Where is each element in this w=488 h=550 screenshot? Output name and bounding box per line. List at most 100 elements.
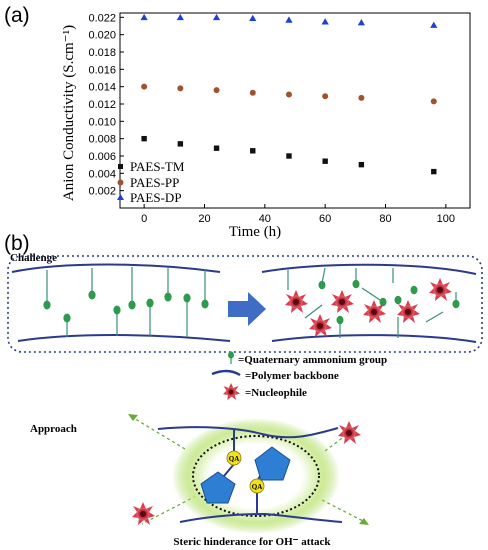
degraded-polymer	[261, 263, 477, 343]
data-point-paes-pp	[141, 83, 148, 90]
polymer-backbone-top	[11, 263, 221, 273]
y-tick-label: 0.008	[88, 134, 116, 146]
legend-nucleophile-label: =Nucleophile	[245, 387, 307, 399]
data-point-paes-tm	[177, 141, 184, 147]
data-points	[140, 13, 438, 175]
data-point-paes-pp	[322, 93, 329, 100]
data-point-paes-dp	[140, 13, 148, 21]
y-tick-label: 0.012	[88, 99, 116, 111]
qa-groups	[43, 290, 209, 323]
legend-marker-pp	[117, 179, 124, 186]
legend-marker-tm	[118, 164, 123, 169]
y-tick-label: 0.022	[88, 12, 116, 24]
y-tick-label: 0.014	[88, 82, 116, 94]
data-point-paes-tm	[213, 145, 220, 151]
data-point-paes-pp	[177, 85, 184, 92]
legend-backbone-label: =Polymer backbone	[245, 370, 339, 382]
y-tick-label: 0.006	[88, 151, 116, 163]
data-point-paes-tm	[141, 135, 147, 142]
legend-qa-label: =Quaternary ammonium group	[238, 354, 387, 366]
data-point-paes-dp	[357, 19, 365, 26]
legend-label-dp: PAES-DP	[130, 190, 182, 205]
plot-frame	[119, 12, 471, 209]
deflect-arrowhead-left	[128, 414, 138, 421]
x-tick-label: 20	[198, 213, 210, 225]
qa-legend-icon	[228, 351, 234, 359]
nucleophile-attacker-right	[338, 421, 361, 444]
legend: PAES-TM PAES-PP PAES-DP	[117, 159, 185, 205]
nucleophile	[429, 278, 452, 301]
data-point-paes-dp	[212, 13, 221, 21]
qa-cation-upper	[226, 450, 242, 466]
x-tick-label: 60	[319, 213, 331, 225]
transition-arrow	[228, 292, 266, 326]
x-tick-label: 80	[379, 213, 391, 225]
nucleophile	[309, 314, 332, 337]
panel-b-label: (b)	[4, 232, 30, 255]
steric-shield-boundary	[192, 435, 320, 517]
deflect-path-upper-left	[131, 416, 186, 450]
qa-link-upper	[223, 463, 235, 477]
data-point-paes-dp	[321, 18, 329, 25]
approach-illustration: QA QA	[128, 414, 369, 534]
y-tick-label: 0.018	[88, 47, 116, 59]
deflect-arrowhead-right	[359, 518, 369, 525]
x-tick-label: 40	[259, 213, 271, 225]
nucleophile	[397, 300, 420, 323]
legend-label-tm: PAES-TM	[130, 159, 185, 174]
y-tick-label: 0.020	[88, 30, 116, 42]
nucleophile	[331, 290, 354, 313]
data-point-paes-dp	[176, 13, 184, 21]
polymer-backbone-bottom	[17, 334, 231, 342]
x-tick-label: 100	[437, 213, 455, 225]
pentagon-group-left	[200, 471, 236, 504]
detached-qa-groups	[318, 279, 460, 325]
intact-polymer	[11, 263, 231, 342]
nucleophile-legend-icon	[223, 383, 240, 400]
data-point-paes-dp	[430, 21, 438, 28]
steric-caption: Steric hinderance for OH⁻ attack	[173, 536, 331, 548]
x-axis-ticks: 0 20 40 60 80 100	[141, 204, 455, 225]
attack-path-upper-right	[324, 435, 346, 452]
attack-path-lower-left	[141, 495, 197, 525]
polymer-backbone-top-right	[261, 263, 477, 275]
y-tick-label: 0.002	[88, 186, 116, 198]
legend-marker-dp	[117, 194, 124, 200]
nucleophile	[285, 290, 308, 313]
conductivity-chart: 0.002 0.004 0.006 0.008 0.010 0.012 0.014 0.016…	[61, 12, 471, 240]
panel-a-label: (a)	[4, 4, 30, 27]
approach-label: Approach	[30, 423, 77, 435]
nucleophile-attacker-left	[132, 502, 155, 525]
y-tick-label: 0.016	[88, 64, 116, 76]
data-point-paes-dp	[285, 16, 293, 23]
y-tick-label: 0.010	[88, 116, 116, 128]
diagram-legend: =Quaternary ammonium group =Polymer back…	[211, 351, 387, 400]
data-point-paes-tm	[431, 168, 437, 175]
challenge-box	[7, 255, 483, 353]
backbone-legend-icon	[211, 369, 241, 377]
legend-label-pp: PAES-PP	[130, 175, 179, 190]
qa-label-upper: QA	[229, 455, 240, 463]
data-point-paes-pp	[358, 94, 365, 101]
approach-backbone-bottom	[179, 512, 343, 523]
y-axis-ticks: 0.002 0.004 0.006 0.008 0.010 0.012 0.014 0.016…	[88, 12, 124, 198]
challenge-label: Challenge	[10, 252, 57, 264]
polymer-backbone-bottom-right	[271, 334, 477, 343]
data-point-paes-tm	[322, 158, 328, 164]
x-tick-label: 0	[141, 213, 147, 225]
y-axis-label: Anion Conductivity (S.cm⁻¹)	[61, 25, 77, 201]
data-point-paes-tm	[358, 161, 365, 168]
data-point-paes-dp	[249, 14, 257, 21]
qa-cation-lower	[249, 478, 265, 494]
data-point-paes-pp	[249, 89, 256, 96]
data-point-paes-tm	[286, 153, 292, 159]
pentagon-group-right	[254, 446, 291, 481]
data-point-paes-pp	[285, 91, 292, 98]
data-point-paes-pp	[213, 87, 220, 94]
qa-label-lower: QA	[252, 483, 263, 491]
approach-backbone-top	[157, 426, 339, 439]
y-tick-label: 0.004	[88, 168, 116, 180]
data-point-paes-tm	[250, 148, 256, 154]
x-axis-label: Time (h)	[229, 224, 281, 240]
